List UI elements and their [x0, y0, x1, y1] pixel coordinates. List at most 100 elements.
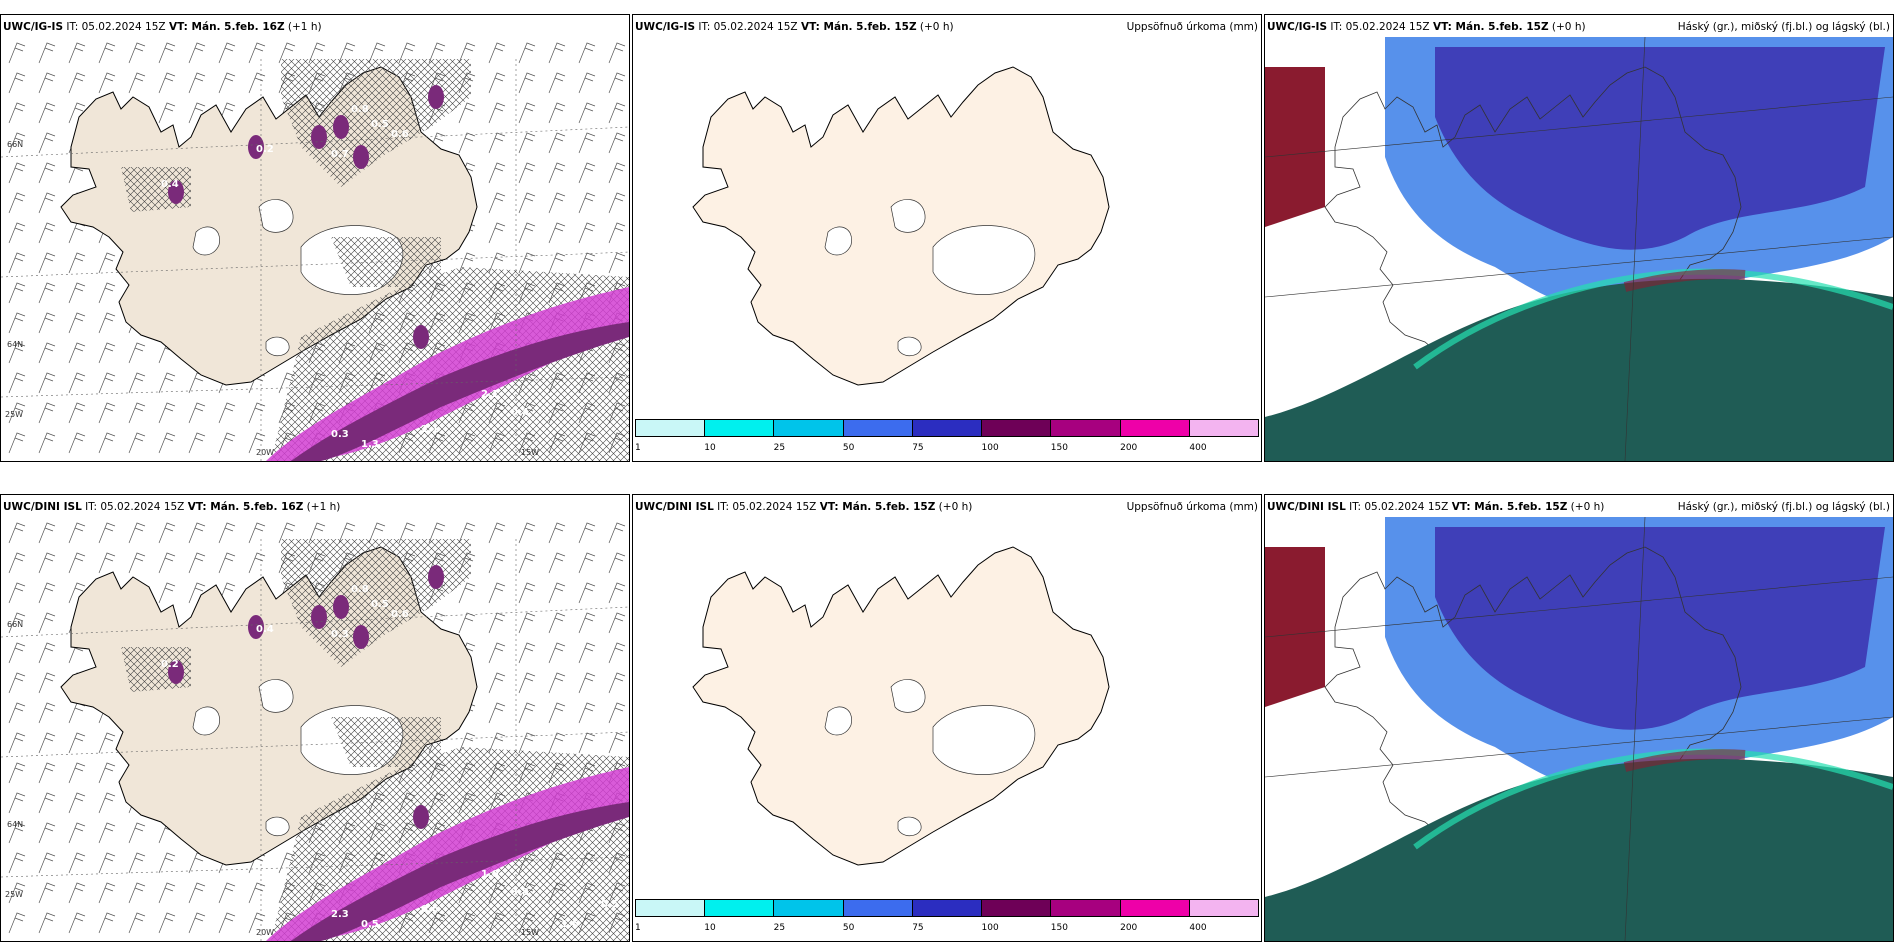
colorbar-tick-label: 200: [1120, 443, 1138, 453]
glacier: [897, 816, 922, 837]
cloud-map[interactable]: [1265, 517, 1893, 941]
precip-value-label: 1.6: [561, 919, 579, 930]
glacier: [258, 679, 294, 713]
precip-blob: [168, 180, 184, 204]
glacier: [890, 199, 926, 233]
precip-value-label: 3.8: [511, 887, 529, 898]
panel-precip-igis: UWC/IG-IS IT: 05.02.2024 15Z VT: Mán. 5.…: [632, 14, 1262, 462]
cloud-hatch-area: [281, 539, 471, 667]
precip-blob: [248, 135, 264, 159]
colorbar-swatch: [1051, 900, 1121, 916]
precip-blob: [248, 615, 264, 639]
precip-blob: [311, 605, 327, 629]
graticule-line: [1265, 96, 1893, 158]
panel-header: UWC/DINI ISL IT: 05.02.2024 15Z VT: Mán.…: [3, 501, 341, 513]
cloud-red-area: [1265, 67, 1325, 227]
colorbar-swatch: [1051, 420, 1121, 436]
glacier: [824, 226, 852, 256]
axis-label: 15W: [521, 928, 539, 937]
precip-band-core: [291, 322, 629, 461]
colorbar-swatch: [982, 900, 1052, 916]
field-title: Uppsöfnuð úrkoma (mm): [1126, 501, 1258, 513]
colorbar-swatch: [774, 900, 844, 916]
colorbar-tick-label: 10: [704, 923, 716, 933]
precip-blob: [413, 805, 429, 829]
axis-label: 66N: [7, 620, 23, 629]
colorbar: [635, 419, 1259, 437]
colorbar-tick-label: 1: [635, 923, 641, 933]
precip-value-label: 0.5: [371, 119, 389, 130]
colorbar-swatch: [843, 420, 913, 436]
glacier: [192, 706, 220, 736]
colorbar-swatch: [843, 900, 913, 916]
colorbar-tick-label: 1: [635, 443, 641, 453]
cloud-hatch-area: [281, 59, 471, 187]
low-cloud-area: [1265, 278, 1893, 461]
panel-header: UWC/IG-IS IT: 05.02.2024 15Z VT: Mán. 5.…: [1267, 21, 1586, 33]
panel-cloud-dini: UWC/DINI ISL IT: 05.02.2024 15Z VT: Mán.…: [1264, 494, 1894, 942]
wind-map[interactable]: 0.50.6 0.8 0.7 0.4 0.2 0.3 1.3 2.1 2.1 0.4 25W 20W 1…: [1, 37, 629, 461]
precip-value-label: 0.5: [371, 599, 389, 610]
colorbar-tick-label: 10: [704, 443, 716, 453]
colorbar-swatch: [636, 900, 706, 916]
cloud-red-band: [1623, 269, 1746, 292]
precip-map[interactable]: [633, 517, 1261, 941]
wind-map[interactable]: 0.50.60.80.30.20.42.30.50.61.03.81.60.52…: [1, 517, 629, 941]
cloud-red-band: [1623, 749, 1746, 772]
precip-value-label: 0.2: [256, 144, 274, 155]
glacier: [258, 199, 294, 233]
colorbar-tick-label: 25: [773, 443, 786, 453]
cloud-map[interactable]: [1265, 37, 1893, 461]
precip-value-label: 0.4: [511, 407, 529, 418]
panel-wind-igis: UWC/IG-IS IT: 05.02.2024 15Z VT: Mán. 5.…: [0, 14, 630, 462]
precip-blob: [413, 325, 429, 349]
colorbar-swatch: [705, 900, 775, 916]
glacier: [192, 226, 220, 256]
low-cloud-area: [1265, 758, 1893, 941]
precip-value-label: 0.6: [391, 609, 409, 620]
graticule-line: [1265, 716, 1893, 778]
colorbar-swatch: [774, 420, 844, 436]
colorbar-swatch: [912, 420, 983, 436]
precip-value-label: 0.7: [331, 149, 349, 160]
axis-label: 20W: [256, 928, 274, 937]
glacier: [932, 705, 1036, 775]
precip-value-label: 2.1: [481, 389, 499, 400]
precip-value-label: 0.3: [331, 629, 349, 640]
field-title: Háský (gr.), miðský (fj.bl.) og lágský (…: [1677, 501, 1890, 513]
glacier: [932, 225, 1036, 295]
colorbar-tick-label: 400: [1189, 443, 1207, 453]
colorbar-swatch: [1120, 420, 1190, 436]
precip-value-label: 0.2: [161, 659, 179, 670]
precip-value-label: 0.6: [391, 129, 409, 140]
colorbar-tick-label: 25: [773, 923, 786, 933]
panel-header: UWC/DINI ISL IT: 05.02.2024 15Z VT: Mán.…: [1267, 501, 1605, 513]
cloud-red-area: [1265, 547, 1325, 707]
colorbar-tick-label: 100: [981, 923, 999, 933]
axis-label: 64N: [7, 340, 23, 349]
colorbar-tick-label: 100: [981, 443, 999, 453]
colorbar-tick-label: 400: [1189, 923, 1207, 933]
colorbar-tick-label: 75: [912, 443, 924, 453]
precip-blob: [168, 660, 184, 684]
high-cloud-area: [1435, 527, 1885, 730]
precip-blob: [333, 595, 349, 619]
colorbar-swatch: [982, 420, 1052, 436]
cloud-hatch-area: [331, 717, 441, 767]
precip-value-label: 0.8: [351, 104, 369, 115]
precip-value-label: 0.8: [351, 584, 369, 595]
high-cloud-area: [1435, 47, 1885, 250]
precip-value-label: 0.5: [601, 899, 619, 910]
axis-label: 20W: [256, 448, 274, 457]
colorbar-tick-label: 50: [842, 923, 855, 933]
colorbar-swatch: [912, 900, 983, 916]
precip-value-label: 2.3: [331, 909, 349, 920]
panel-header: UWC/IG-IS IT: 05.02.2024 15Z VT: Mán. 5.…: [635, 21, 954, 33]
precip-blob: [311, 125, 327, 149]
colorbar: [635, 899, 1259, 917]
colorbar-swatch: [1189, 420, 1258, 436]
precip-value-label: 0.3: [331, 429, 349, 440]
precip-blob: [428, 85, 444, 109]
glacier: [897, 336, 922, 357]
precip-map[interactable]: [633, 37, 1261, 461]
